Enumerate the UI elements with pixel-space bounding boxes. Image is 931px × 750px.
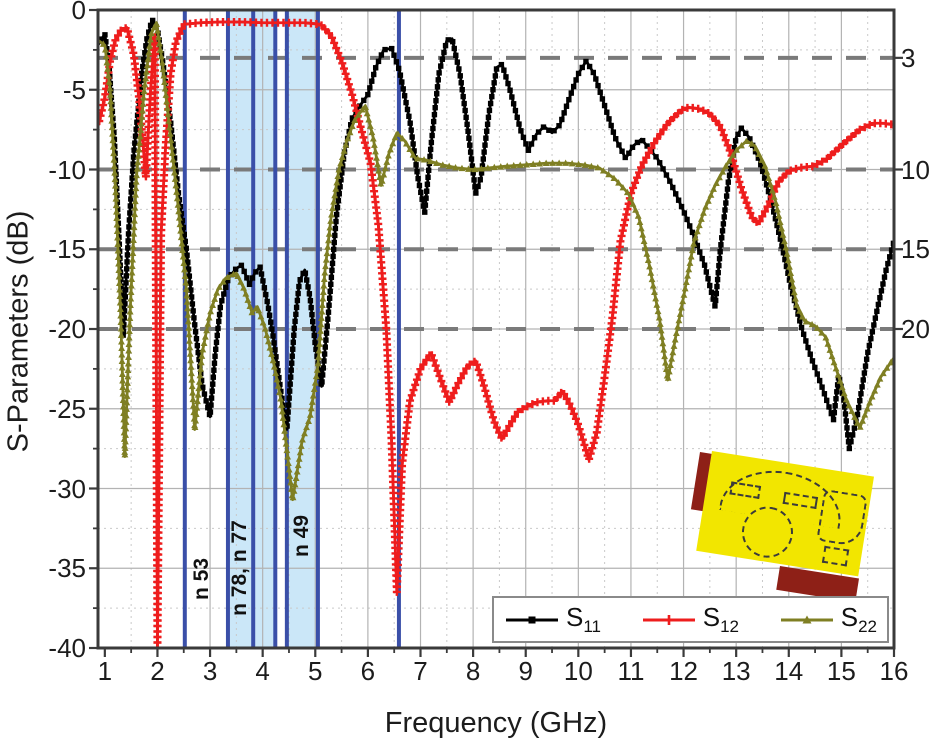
legend-label-s22: S22 xyxy=(840,601,877,637)
s22-line-marker-icon xyxy=(780,615,833,623)
x-tick-label: 1 xyxy=(97,656,113,686)
antenna-hook-trace xyxy=(816,489,868,548)
legend-item-s11: S11 xyxy=(504,602,601,637)
y-tick-label: -30 xyxy=(48,473,86,504)
antenna-stub-trace xyxy=(821,545,850,567)
band-label-n78-n77: n 78, n 77 xyxy=(227,520,251,617)
legend: S11 S12 S22 xyxy=(492,596,889,643)
x-tick-label: 13 xyxy=(721,656,751,686)
x-tick-label: 5 xyxy=(308,656,323,686)
x-tick-label: 2 xyxy=(150,656,165,686)
legend-label-s11: S11 xyxy=(566,601,601,637)
y-tick-label: -5 xyxy=(62,74,86,105)
x-tick-label: 16 xyxy=(879,656,909,686)
x-tick-label: 3 xyxy=(202,656,218,686)
x-tick-label: 15 xyxy=(826,656,856,686)
x-tick-label: 10 xyxy=(563,656,593,686)
right-tick-label: 3 xyxy=(901,42,916,73)
x-tick-label: 14 xyxy=(774,656,804,686)
x-tick-label: 8 xyxy=(465,656,481,686)
y-tick-label: -20 xyxy=(48,314,86,344)
y-tick-label: -25 xyxy=(48,393,86,424)
x-tick-label: 6 xyxy=(360,656,376,686)
y-tick-label: -40 xyxy=(48,633,86,663)
x-tick-label: 4 xyxy=(255,656,270,686)
x-tick-label: 9 xyxy=(518,656,533,686)
y-tick-label: -10 xyxy=(48,154,86,185)
s11-line-marker-icon xyxy=(506,616,558,623)
legend-item-s22: S22 xyxy=(779,602,877,637)
x-axis-label: Frequency (GHz) xyxy=(384,707,608,739)
legend-item-s12: S12 xyxy=(641,602,739,637)
right-tick-label: 10 xyxy=(901,154,930,185)
y-tick-label: -15 xyxy=(48,234,86,265)
band-label-n49: n 49 xyxy=(290,515,314,558)
s12-line-marker-icon xyxy=(642,614,695,625)
right-tick-label: 15 xyxy=(901,234,930,265)
x-tick-label: 7 xyxy=(413,656,428,686)
x-tick-label: 12 xyxy=(669,656,698,686)
y-tick-label: -35 xyxy=(48,553,86,584)
y-tick-label: 0 xyxy=(71,0,86,25)
right-tick-label: 20 xyxy=(901,314,930,344)
legend-label-s12: S12 xyxy=(702,601,739,637)
x-tick-label: 11 xyxy=(617,656,645,686)
band-label-n53: n 53 xyxy=(189,558,213,601)
